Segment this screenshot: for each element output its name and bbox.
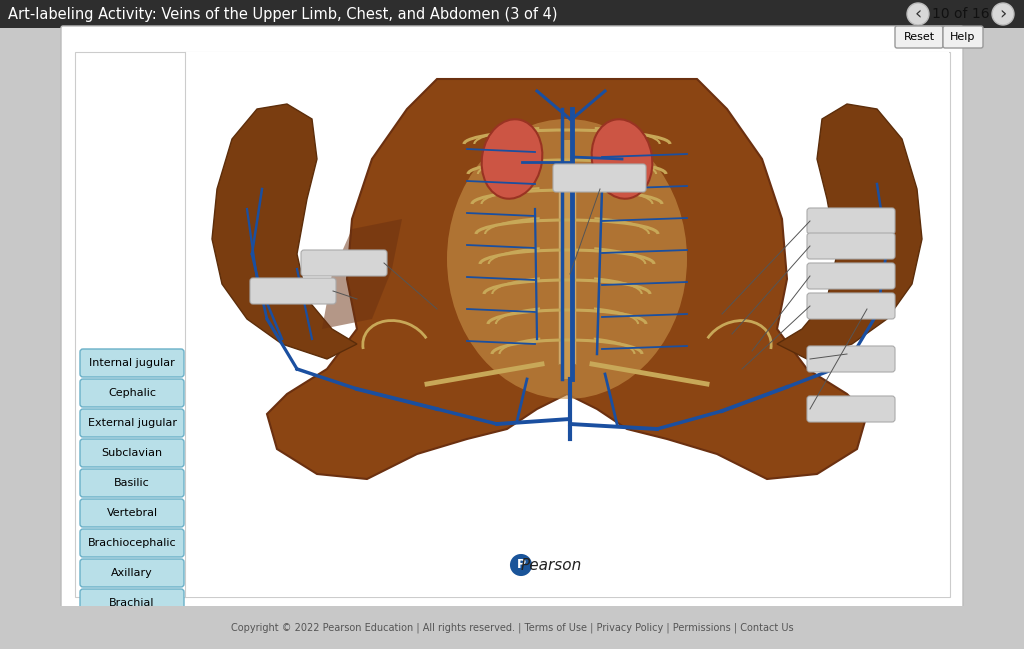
Text: ‹: ‹ (914, 5, 922, 23)
FancyBboxPatch shape (80, 439, 184, 467)
FancyBboxPatch shape (895, 26, 943, 48)
FancyBboxPatch shape (807, 396, 895, 422)
FancyBboxPatch shape (807, 208, 895, 234)
Text: Copyright © 2022 Pearson Education | All rights reserved. | Terms of Use | Priva: Copyright © 2022 Pearson Education | All… (230, 623, 794, 633)
Text: ›: › (999, 5, 1007, 23)
Text: P: P (516, 559, 525, 572)
FancyBboxPatch shape (943, 26, 983, 48)
Text: Brachial: Brachial (110, 598, 155, 608)
Bar (0, 0, 1024, 28)
Text: Reset: Reset (903, 32, 935, 42)
Text: Cephalic: Cephalic (108, 388, 156, 398)
Text: Art-labeling Activity: Veins of the Upper Limb, Chest, and Abdomen (3 of 4): Art-labeling Activity: Veins of the Uppe… (8, 6, 557, 21)
Ellipse shape (592, 119, 652, 199)
Text: Axillary: Axillary (112, 568, 153, 578)
Text: Basilic: Basilic (114, 478, 150, 488)
FancyBboxPatch shape (301, 250, 387, 276)
FancyBboxPatch shape (807, 346, 895, 372)
FancyBboxPatch shape (80, 379, 184, 407)
Text: External jugular: External jugular (87, 418, 176, 428)
FancyBboxPatch shape (80, 409, 184, 437)
Text: Vertebral: Vertebral (106, 508, 158, 518)
Polygon shape (267, 79, 867, 479)
Polygon shape (212, 104, 357, 359)
FancyBboxPatch shape (80, 559, 184, 587)
Polygon shape (322, 219, 402, 329)
FancyBboxPatch shape (807, 233, 895, 259)
Text: Brachiocephalic: Brachiocephalic (88, 538, 176, 548)
FancyBboxPatch shape (553, 164, 646, 192)
FancyBboxPatch shape (61, 26, 963, 608)
FancyBboxPatch shape (80, 469, 184, 497)
Polygon shape (777, 104, 922, 359)
FancyBboxPatch shape (80, 349, 184, 377)
Polygon shape (529, 329, 605, 394)
Text: Help: Help (950, 32, 976, 42)
Ellipse shape (481, 119, 543, 199)
Bar (0, 606, 1024, 649)
FancyBboxPatch shape (80, 529, 184, 557)
FancyBboxPatch shape (807, 263, 895, 289)
Circle shape (992, 3, 1014, 25)
Circle shape (511, 555, 531, 575)
Bar (558, 164, 575, 364)
Text: Pearson: Pearson (520, 557, 582, 572)
FancyBboxPatch shape (250, 278, 336, 304)
Bar (562, 139, 572, 379)
Circle shape (907, 3, 929, 25)
FancyBboxPatch shape (80, 589, 184, 617)
FancyBboxPatch shape (807, 293, 895, 319)
FancyBboxPatch shape (75, 52, 950, 597)
Ellipse shape (447, 119, 687, 399)
Text: Internal jugular: Internal jugular (89, 358, 175, 368)
Bar (186, 52, 949, 597)
FancyBboxPatch shape (80, 499, 184, 527)
Text: Subclavian: Subclavian (101, 448, 163, 458)
Text: 10 of 16: 10 of 16 (932, 7, 990, 21)
